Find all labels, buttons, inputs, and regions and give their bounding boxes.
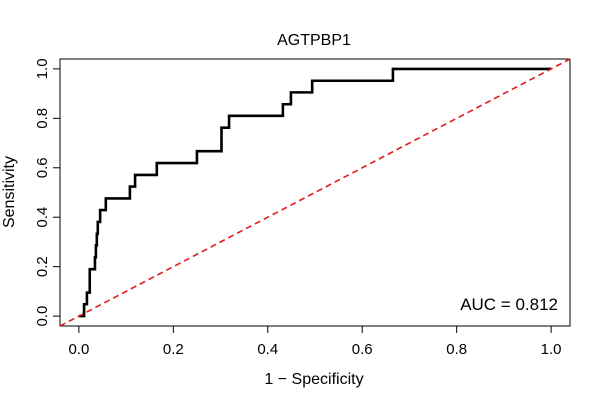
plot-frame [59,58,571,327]
y-tick-label: 0.8 [34,108,51,129]
x-tick-label: 0.8 [446,341,467,358]
roc-curve-line [78,67,552,318]
auc-annotation: AUC = 0.812 [460,295,558,314]
chart-title: AGTPBP1 [277,32,351,49]
y-tick-label: 0.2 [34,256,51,277]
x-axis-label: 1 − Specificity [264,371,363,388]
y-axis-label: Sensitivity [1,156,18,228]
x-tick-label: 0.2 [163,341,184,358]
plot-area [59,58,571,327]
reference-diagonal-line [59,58,571,327]
y-tick-label: 1.0 [34,58,51,79]
x-axis: 0.0 0.2 0.4 0.6 0.8 1.0 [68,326,562,358]
x-tick-label: 0.6 [352,341,373,358]
y-tick-label: 0.0 [34,306,51,327]
y-tick-label: 0.6 [34,157,51,178]
y-axis: 0.0 0.2 0.4 0.6 0.8 1.0 [34,58,60,327]
x-tick-label: 1.0 [541,341,562,358]
x-tick-label: 0.0 [68,341,89,358]
y-tick-label: 0.4 [34,207,51,228]
x-tick-label: 0.4 [257,341,278,358]
